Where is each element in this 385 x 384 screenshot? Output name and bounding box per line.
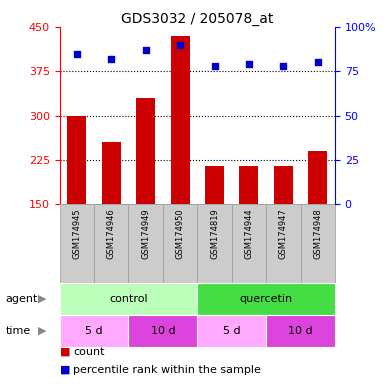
Text: time: time (6, 326, 31, 336)
Point (108, 56, 114, 62)
Bar (197, 204, 232, 283)
Bar (205, 166, 224, 204)
Text: GSM174944: GSM174944 (244, 209, 253, 259)
Bar (60, 283, 197, 314)
Point (142, 47, 149, 53)
Text: ▶: ▶ (38, 294, 47, 304)
Text: control: control (109, 294, 148, 304)
Point (211, 63, 218, 69)
Bar (197, 314, 266, 346)
Bar (60, 314, 129, 346)
Text: agent: agent (6, 294, 38, 304)
Text: 5 d: 5 d (85, 326, 103, 336)
Bar (60, 204, 94, 283)
Bar (136, 98, 155, 204)
Bar (197, 283, 335, 314)
Bar (129, 314, 197, 346)
Bar (301, 204, 335, 283)
Text: 10 d: 10 d (288, 326, 313, 336)
Text: GSM174946: GSM174946 (107, 209, 116, 259)
Bar (266, 314, 335, 346)
Point (177, 41, 183, 48)
Title: GDS3032 / 205078_at: GDS3032 / 205078_at (121, 12, 273, 26)
Bar (129, 204, 163, 283)
Bar (94, 204, 129, 283)
Text: GSM174945: GSM174945 (72, 209, 81, 259)
Text: 5 d: 5 d (223, 326, 241, 336)
Text: GSM174948: GSM174948 (313, 209, 322, 259)
Text: ■: ■ (60, 365, 70, 375)
Bar (239, 166, 258, 204)
Bar (232, 204, 266, 283)
Text: GSM174949: GSM174949 (141, 209, 150, 259)
Bar (67, 116, 86, 204)
Text: ■: ■ (60, 347, 70, 357)
Bar (102, 142, 121, 204)
Bar (171, 36, 189, 204)
Text: percentile rank within the sample: percentile rank within the sample (73, 365, 261, 375)
Text: GSM174819: GSM174819 (210, 209, 219, 259)
Text: GSM174947: GSM174947 (279, 209, 288, 259)
Bar (163, 204, 197, 283)
Bar (266, 204, 301, 283)
Text: GSM174950: GSM174950 (176, 209, 185, 259)
Point (280, 63, 286, 69)
Bar (308, 151, 327, 204)
Bar (274, 166, 293, 204)
Point (74, 50, 80, 56)
Point (315, 59, 321, 65)
Text: quercetin: quercetin (239, 294, 293, 304)
Text: 10 d: 10 d (151, 326, 175, 336)
Text: ▶: ▶ (38, 326, 47, 336)
Text: count: count (73, 347, 105, 357)
Point (246, 61, 252, 67)
